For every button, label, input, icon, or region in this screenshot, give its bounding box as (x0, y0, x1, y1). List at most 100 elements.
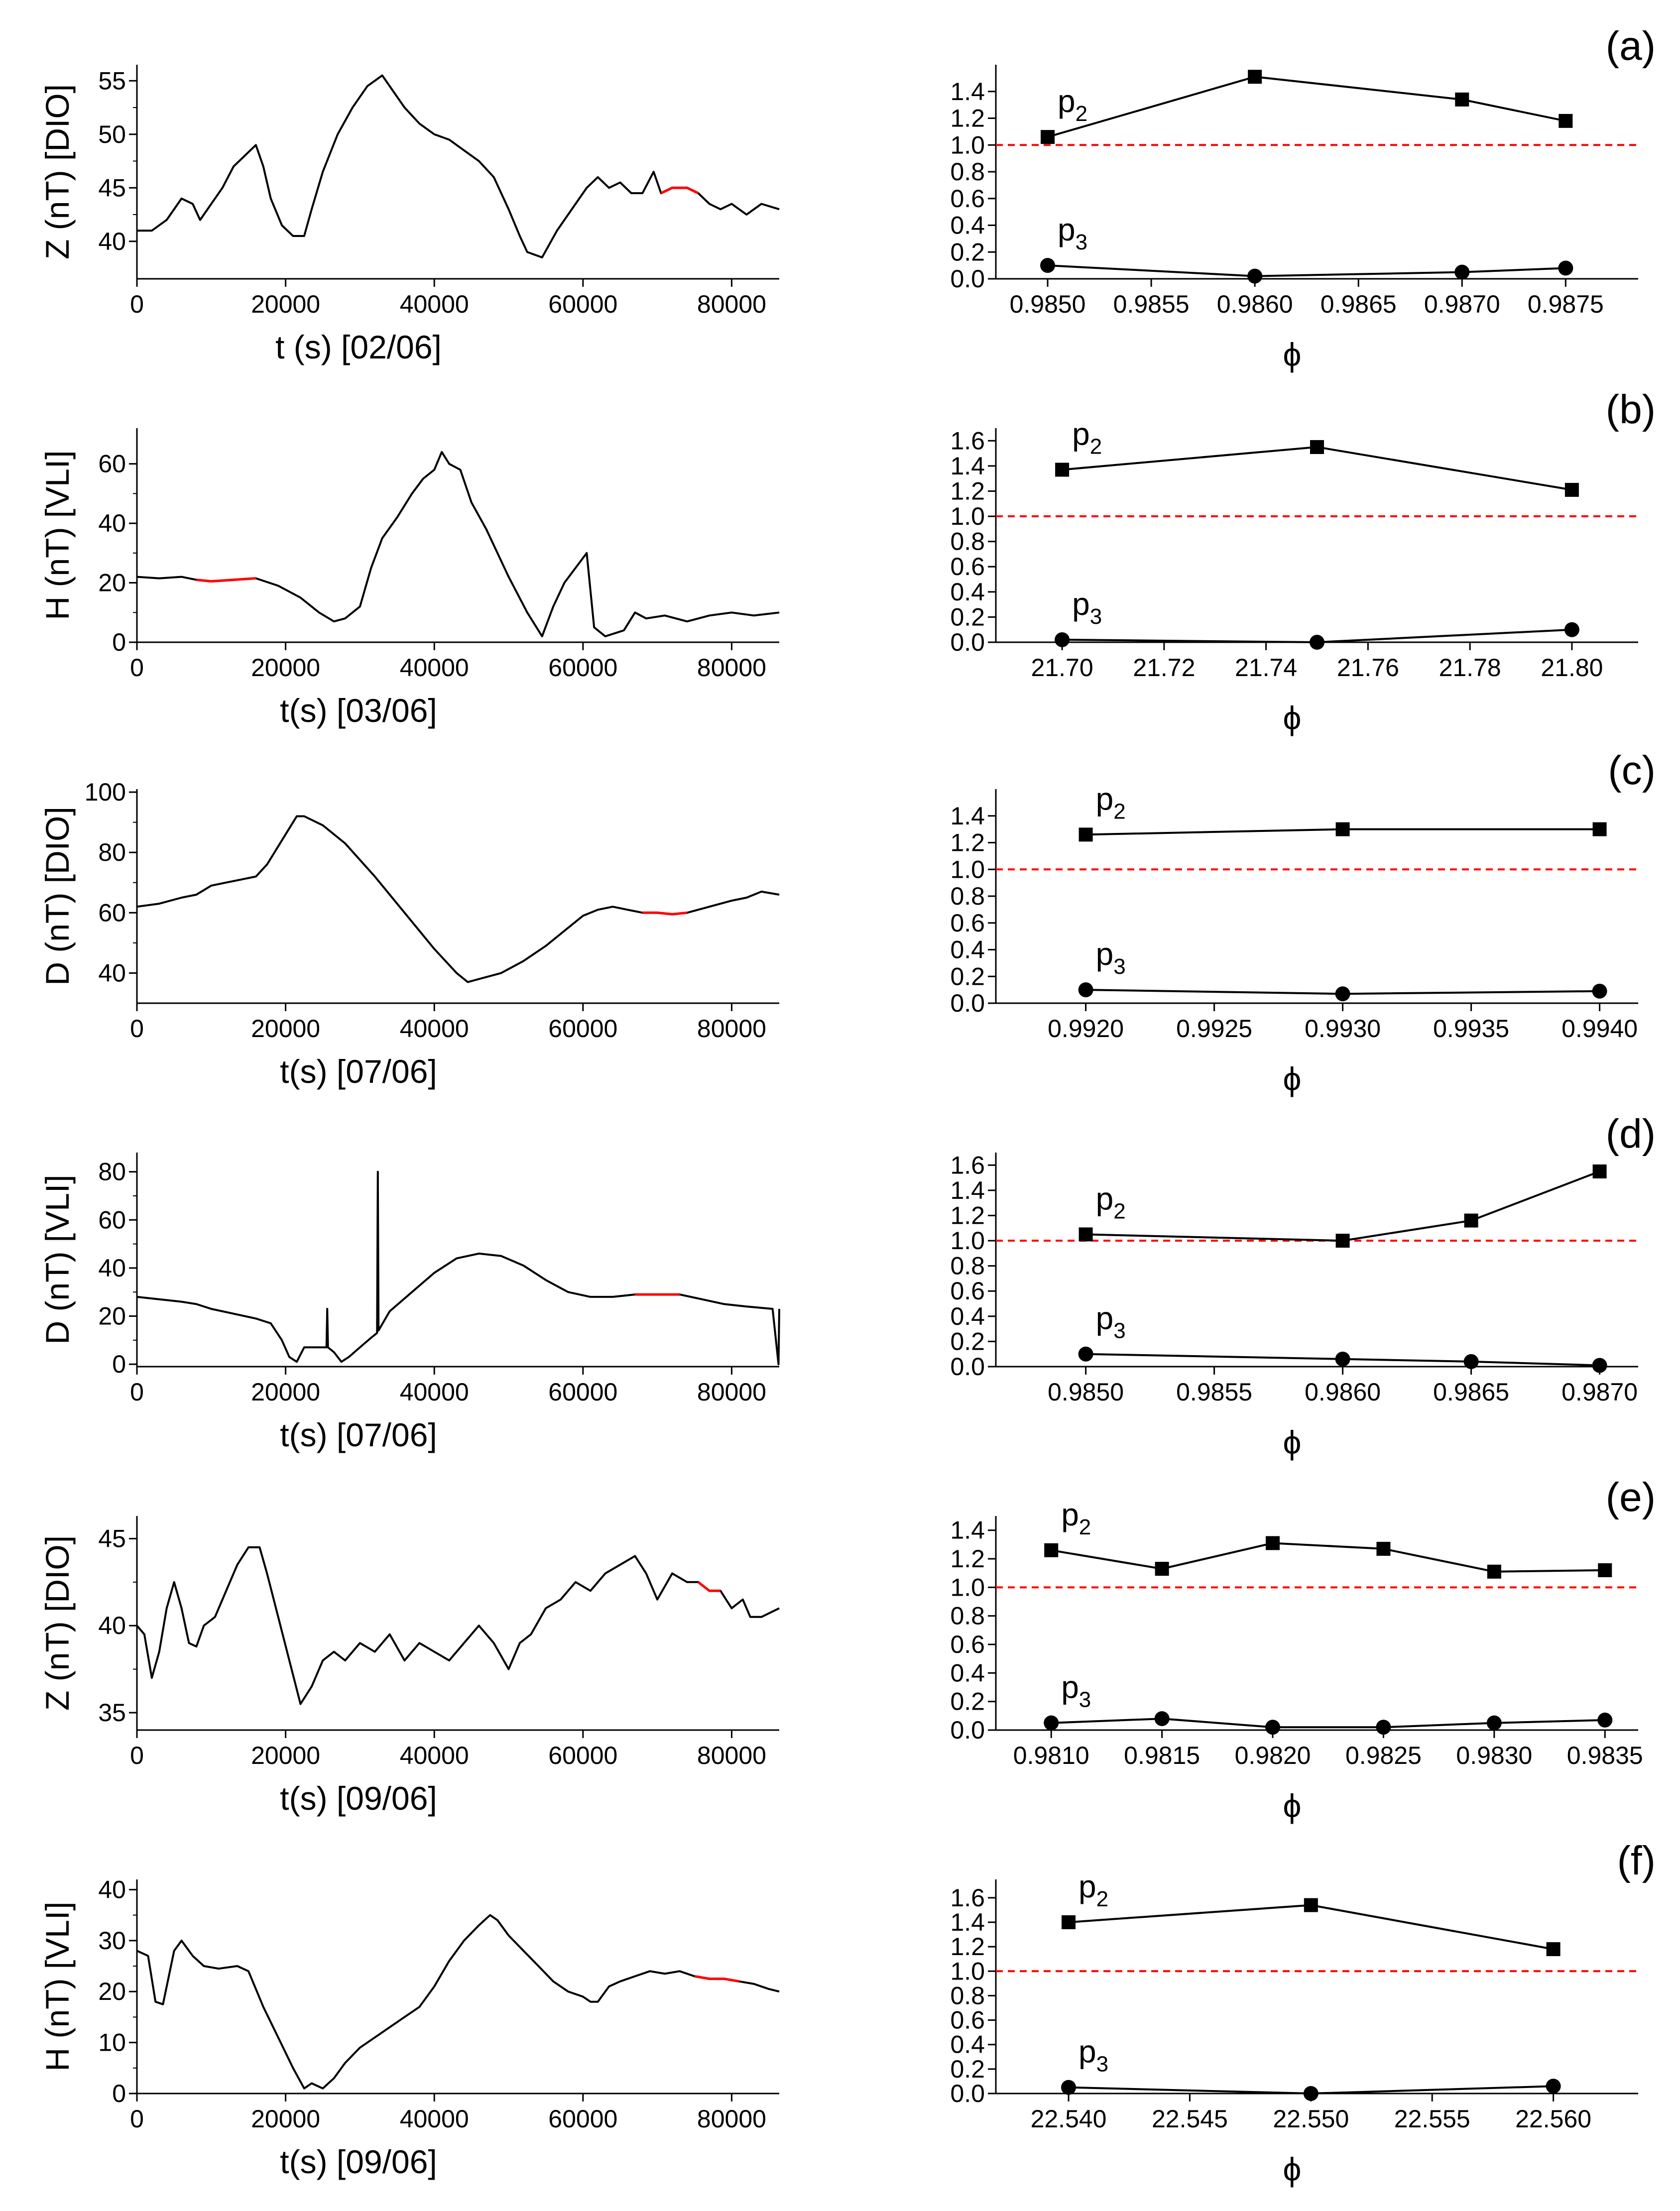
p-b-ytick-label: 1.2 (950, 477, 985, 505)
p-c-ytick-label: 0.2 (950, 962, 985, 990)
ts-c-xtick-label: 0 (130, 1015, 144, 1043)
ts-f-ytick-label: 30 (98, 1927, 126, 1955)
p-e-p3-line (1051, 1718, 1605, 1729)
p-f-p2-label-sub: 2 (1096, 1887, 1108, 1911)
p-c-ytick-label: 1.0 (950, 855, 985, 883)
p-d-p2-label-sub: 2 (1113, 1199, 1125, 1223)
p-f-xtick-label: 22.540 (1031, 2105, 1107, 2133)
p-c-panel: 0.9920 0.9925 0.9930 0.9935 0.99400.00.20.40… (950, 748, 1656, 1097)
p-f-ytick-label: 0.2 (950, 2055, 985, 2083)
ts-b-xtick-label: 40000 (400, 654, 469, 682)
p-f-p3-point (1303, 2086, 1319, 2101)
p-b-ytick-label: 0.0 (950, 628, 985, 656)
p-b-p2-point (1055, 463, 1070, 477)
ts-e-ytick-label: 45 (98, 1524, 126, 1552)
p-e-p3-label: p3 (1061, 1669, 1091, 1712)
ts-d-xtick-label: 20000 (251, 1378, 320, 1406)
p-f-xtick-label: 22.560 (1515, 2105, 1591, 2133)
p-e-p2-label-main: p (1061, 1497, 1079, 1532)
p-e-p2-point (1487, 1564, 1501, 1579)
p-b-xtick-label: 21.70 (1031, 654, 1093, 682)
ts-f-xtick-label: 60000 (548, 2105, 617, 2133)
ts-f-ytick-label: 40 (98, 1875, 126, 1903)
ts-a-xtick-label: 60000 (548, 290, 617, 318)
p-e-xtick-label: 0.9825 (1345, 1742, 1422, 1769)
ts-a-ytick-label: 55 (98, 67, 126, 95)
ts-e-ytick-label: 40 (98, 1612, 126, 1639)
p-a-p3-point (1247, 268, 1263, 284)
ts-c-highlight-segment (642, 911, 688, 916)
ts-d-xtick-label: 80000 (697, 1378, 766, 1406)
p-a-xtick-label: 0.9855 (1113, 290, 1190, 318)
p-b-ytick-label: 1.6 (950, 427, 985, 455)
p-b-xtick-label: 21.74 (1235, 654, 1297, 682)
p-a-panel-letter: (a) (1606, 23, 1656, 69)
p-c-p3-point (1592, 983, 1607, 999)
p-e-xtick-label: 0.9830 (1456, 1742, 1532, 1769)
p-c-xtick-label: 0.9935 (1433, 1015, 1509, 1043)
ts-b-highlight-segment (196, 577, 256, 583)
p-b-p2-label: p2 (1072, 416, 1102, 459)
ts-c-xtick-label: 60000 (548, 1015, 617, 1043)
p-e-ytick-label: 0.0 (950, 1716, 985, 1744)
p-e-xtick-label: 0.9820 (1235, 1742, 1311, 1769)
ts-b-ytick-label: 20 (98, 569, 126, 597)
p-b-p3-point (1310, 635, 1324, 650)
p-d-xtick-label: 0.9860 (1305, 1378, 1381, 1406)
p-f-p3-label-main: p (1079, 2034, 1096, 2070)
p-a-p3-point (1558, 260, 1573, 276)
ts-b-series-line (136, 451, 780, 638)
ts-b-xtick-label: 0 (130, 654, 144, 682)
p-b-p3-label: p3 (1072, 586, 1102, 629)
p-c-ytick-label: 0.6 (950, 909, 985, 937)
p-f-ytick-label: 1.0 (950, 1957, 985, 1985)
ts-d-xtick-label: 40000 (400, 1378, 469, 1406)
p-d-p3-label: p3 (1096, 1300, 1126, 1343)
p-a-ytick-label: 0.4 (950, 212, 985, 239)
ts-d-xtick-label: 0 (130, 1378, 144, 1406)
p-e-p3-point (1044, 1715, 1059, 1731)
p-a-p2-label-sub: 2 (1076, 102, 1087, 126)
p-d-xtick-label: 0.9870 (1561, 1378, 1638, 1406)
p-f-p2-point (1546, 1942, 1560, 1957)
p-d-p3-label-main: p (1096, 1300, 1114, 1336)
p-b-ytick-label: 1.0 (950, 502, 985, 530)
p-b-p3-label-sub: 3 (1090, 604, 1102, 629)
p-c-p2-label-sub: 2 (1113, 799, 1125, 823)
p-e-p3-point (1376, 1720, 1391, 1735)
p-d-p2-line (1085, 1170, 1600, 1242)
ts-b-xtick-label: 20000 (251, 654, 320, 682)
p-a-p2-label: p2 (1058, 83, 1087, 126)
p-c-ytick-label: 0.0 (950, 989, 985, 1017)
p-f-xtick-label: 22.550 (1273, 2105, 1349, 2133)
p-f-p3-point (1061, 2080, 1077, 2095)
p-d-p2-point (1464, 1213, 1478, 1228)
p-e-p3-label-sub: 3 (1079, 1688, 1091, 1712)
p-e-p3-point (1265, 1720, 1281, 1735)
p-c-p2-point (1079, 827, 1093, 842)
p-a-ytick-label: 1.4 (950, 78, 985, 106)
p-d-ytick-label: 0.2 (950, 1327, 985, 1355)
p-c-xtick-label: 0.9925 (1176, 1015, 1252, 1043)
p-f-p2-label: p2 (1079, 1868, 1108, 1911)
p-e-ytick-label: 1.2 (950, 1545, 985, 1573)
p-e-ytick-label: 1.0 (950, 1573, 985, 1601)
p-e-p2-point (1266, 1536, 1280, 1550)
p-b-ytick-label: 0.2 (950, 603, 985, 631)
p-d-p2-point (1592, 1164, 1607, 1178)
ts-f-xtick-label: 20000 (251, 2105, 320, 2133)
p-e-p2-line (1051, 1542, 1605, 1573)
p-e-panel: 0.9810 0.9815 0.9820 0.9825 0.9830 0.98350.00… (950, 1475, 1656, 1824)
p-e-ytick-label: 1.4 (950, 1516, 985, 1544)
ts-d-ytick-label: 20 (98, 1302, 126, 1330)
p-d-ytick-label: 0.6 (950, 1277, 985, 1305)
ts-a-xtick-label: 80000 (697, 290, 766, 318)
p-d-xlabel: ϕ (1283, 1424, 1302, 1461)
p-e-ytick-label: 0.8 (950, 1602, 985, 1630)
ts-d-ylabel: D (nT) [VLI] (39, 1174, 76, 1344)
p-e-p3-point (1154, 1711, 1170, 1727)
p-b-p2-point (1310, 440, 1324, 454)
ts-a-ytick-label: 45 (98, 174, 126, 202)
p-a-p2-line (1047, 76, 1566, 138)
ts-b-panel: 0 20000 40000 60000 80000 0 20 40 60 H (nT) [VLI]… (39, 428, 780, 729)
